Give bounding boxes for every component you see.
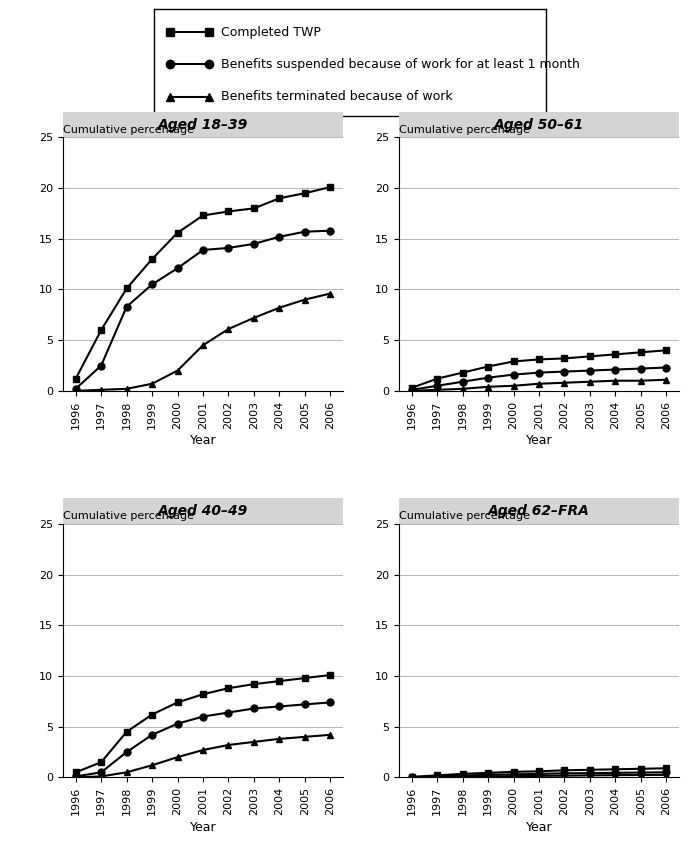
Text: Cumulative percentage: Cumulative percentage <box>399 125 530 135</box>
X-axis label: Year: Year <box>190 821 216 834</box>
Text: Cumulative percentage: Cumulative percentage <box>63 125 194 135</box>
Text: Aged 62–FRA: Aged 62–FRA <box>488 504 590 518</box>
Text: Completed TWP: Completed TWP <box>220 26 321 39</box>
Text: Aged 50–61: Aged 50–61 <box>494 118 584 131</box>
X-axis label: Year: Year <box>190 435 216 448</box>
Text: Benefits suspended because of work for at least 1 month: Benefits suspended because of work for a… <box>220 58 580 71</box>
Text: Aged 18–39: Aged 18–39 <box>158 118 248 131</box>
X-axis label: Year: Year <box>526 821 552 834</box>
Text: Cumulative percentage: Cumulative percentage <box>63 511 194 521</box>
Text: Benefits terminated because of work: Benefits terminated because of work <box>220 90 452 103</box>
Text: Cumulative percentage: Cumulative percentage <box>399 511 530 521</box>
X-axis label: Year: Year <box>526 435 552 448</box>
Text: Aged 40–49: Aged 40–49 <box>158 504 248 518</box>
